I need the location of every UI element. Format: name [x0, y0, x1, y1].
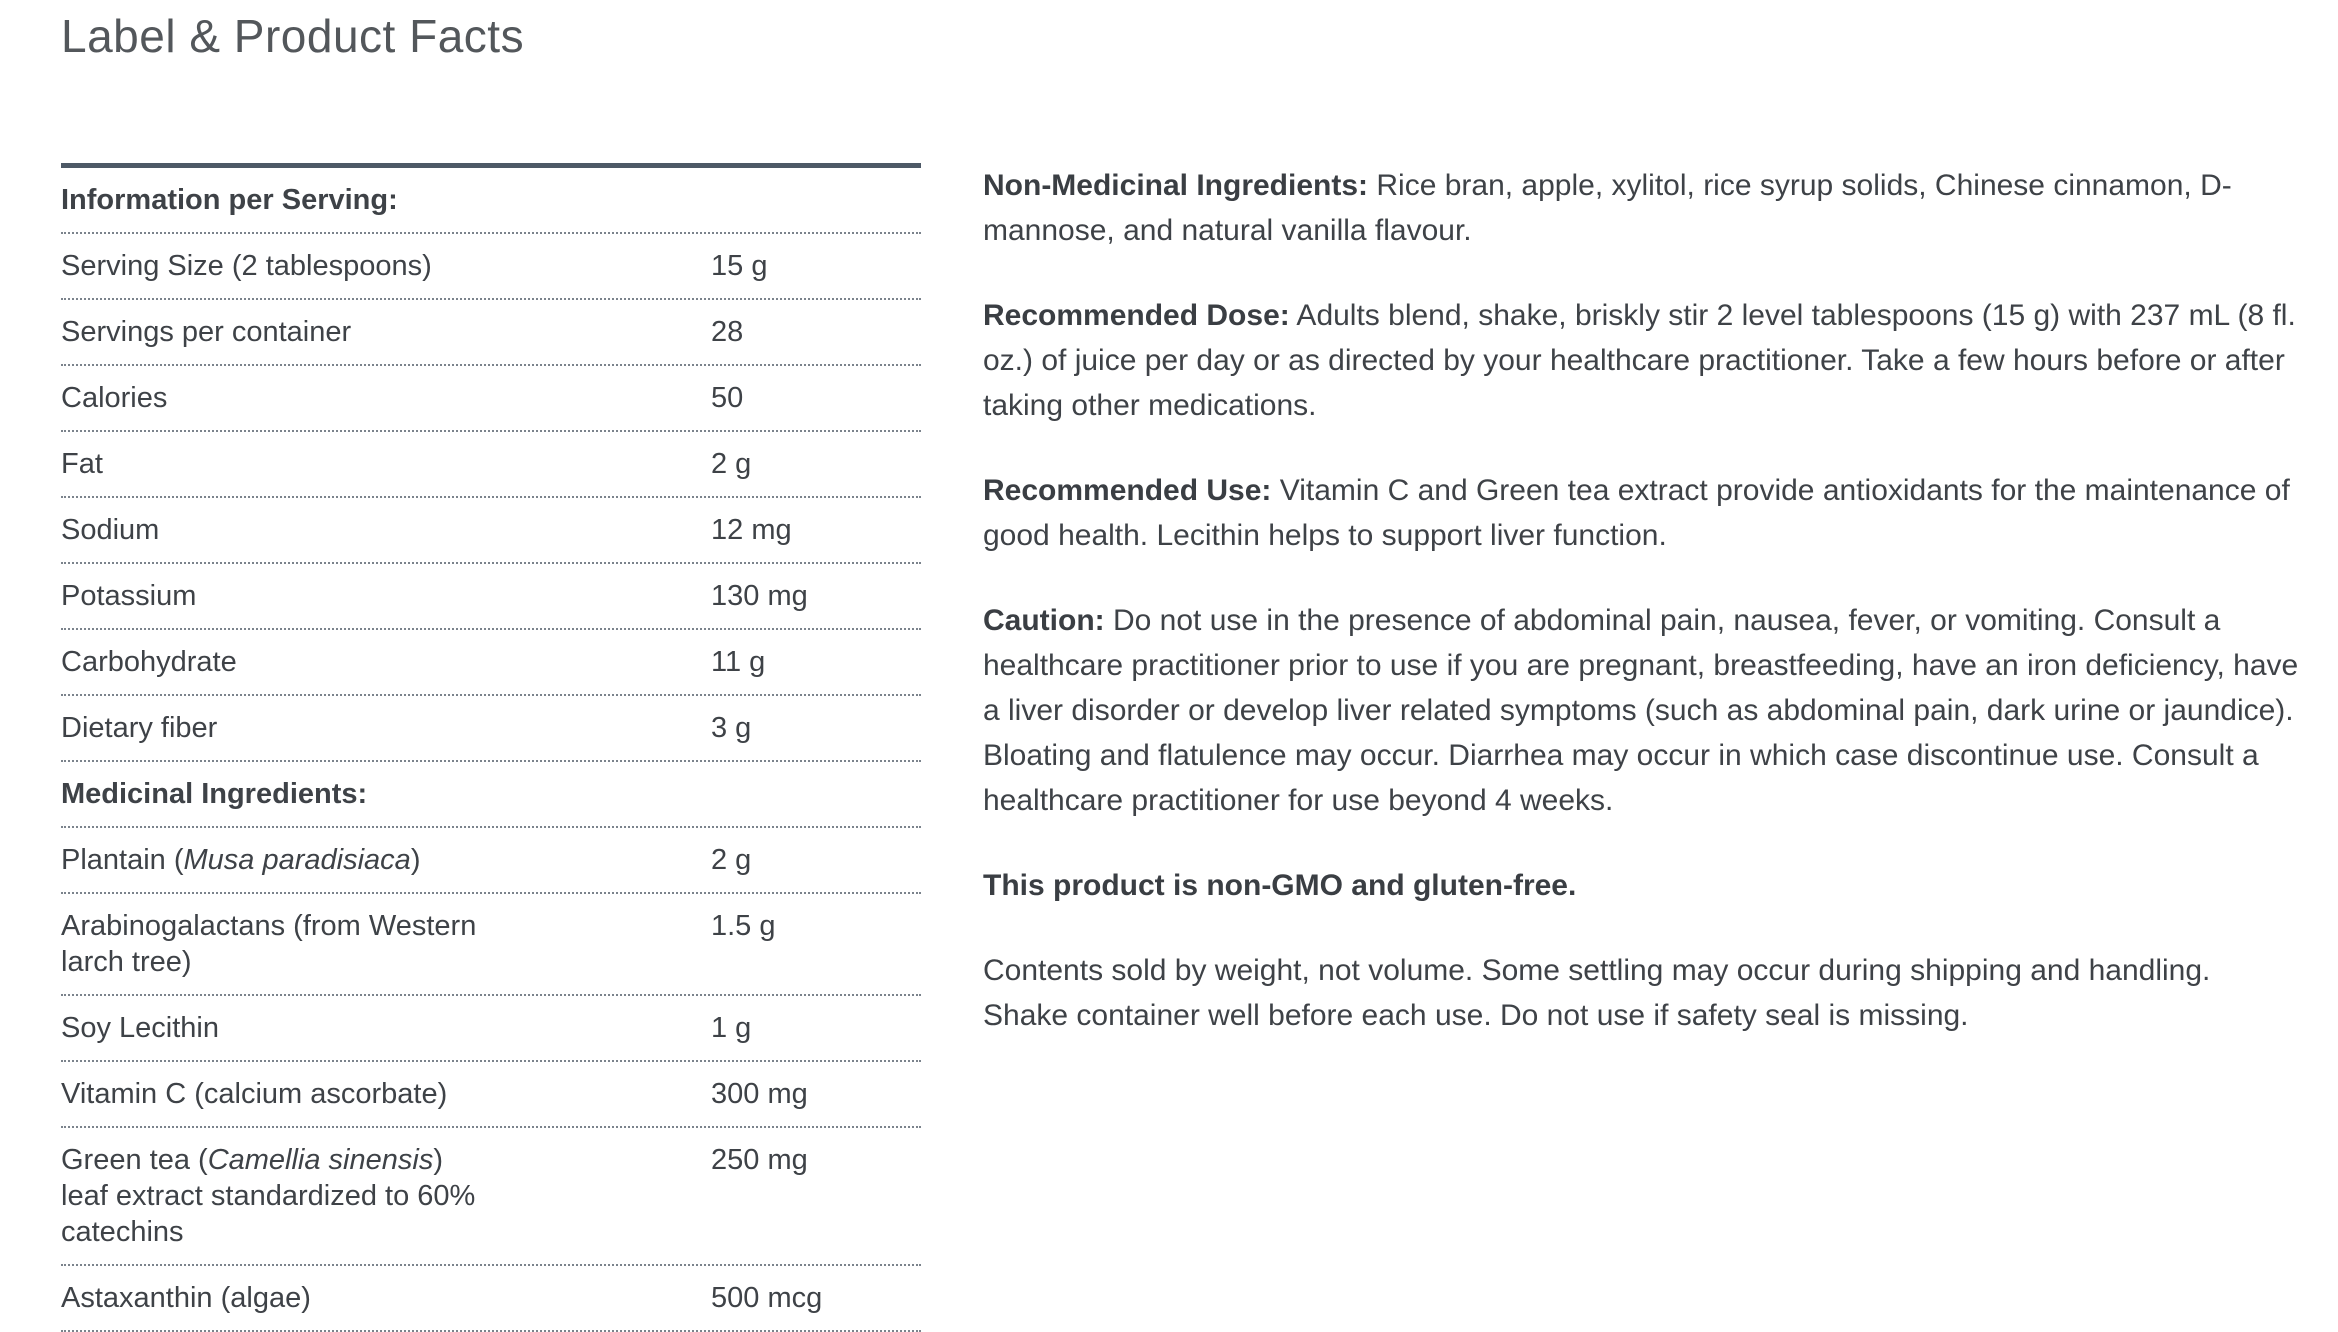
- table-row: Soy Lecithin 1 g: [61, 996, 921, 1062]
- table-row: Sodium 12 mg: [61, 498, 921, 564]
- table-row: Carbohydrate 11 g: [61, 630, 921, 696]
- row-name-text: Sodium: [61, 514, 160, 546]
- paragraph-label: Recommended Dose:: [983, 299, 1290, 332]
- section-header-label: Medicinal Ingredients:: [61, 778, 368, 810]
- paragraph: Recommended Dose: Adults blend, shake, b…: [983, 299, 2296, 422]
- row-name-text: Potassium: [61, 580, 197, 612]
- row-name-text: Arabinogalactans (from Western: [61, 910, 477, 942]
- row-name-text: Dietary fiber: [61, 712, 218, 744]
- row-name-text: leaf extract standardized to 60%: [61, 1180, 476, 1212]
- row-value: 250 mg: [711, 1144, 808, 1176]
- table-row: Fat 2 g: [61, 432, 921, 498]
- row-name: Carbohydrate: [61, 644, 711, 680]
- row-name: Soy Lecithin: [61, 1010, 711, 1046]
- row-name: Green tea (Camellia sinensis) leaf extrac…: [61, 1142, 711, 1250]
- row-name: Sodium: [61, 512, 711, 548]
- row-name-text: Soy Lecithin: [61, 1012, 219, 1044]
- table-section-header: Medicinal Ingredients:: [61, 762, 921, 828]
- row-name: Fat: [61, 446, 711, 482]
- row-value: 1 g: [711, 1012, 752, 1044]
- row-value: 1.5 g: [711, 910, 776, 942]
- row-value: 50: [711, 382, 744, 414]
- row-value: 3 g: [711, 712, 752, 744]
- table-row: Potassium 130 mg: [61, 564, 921, 630]
- row-name: Arabinogalactans (from Western larch tree…: [61, 908, 711, 980]
- row-name: Calories: [61, 380, 711, 416]
- paragraph: Recommended Use: Vitamin C and Green tea…: [983, 474, 2290, 552]
- paragraph: This product is non-GMO and gluten-free.: [983, 863, 2300, 908]
- row-name-text: Serving Size (2 tablespoons): [61, 250, 432, 282]
- row-name-text: Green tea (: [61, 1144, 208, 1176]
- row-name: Potassium: [61, 578, 711, 614]
- table-row: Astaxanthin (algae) 500 mcg: [61, 1266, 921, 1332]
- row-name-text: Carbohydrate: [61, 646, 237, 678]
- paragraph: Non-Medicinal Ingredients: Rice bran, ap…: [983, 169, 2232, 247]
- row-value: 2 g: [711, 844, 752, 876]
- row-name-text: Fat: [61, 448, 103, 480]
- row-name-text: larch tree): [61, 946, 192, 978]
- row-value: 130 mg: [711, 580, 808, 612]
- paragraph-label: Non-Medicinal Ingredients:: [983, 169, 1369, 202]
- row-name: Plantain (Musa paradisiaca): [61, 842, 711, 878]
- table-row: Plantain (Musa paradisiaca) 2 g: [61, 828, 921, 894]
- paragraph-label: Caution:: [983, 604, 1105, 637]
- content-columns: Information per Serving: Serving Size (2 …: [61, 163, 2300, 1332]
- table-row: Calories 50: [61, 366, 921, 432]
- page-title: Label & Product Facts: [61, 10, 525, 62]
- row-name-latin: Musa paradisiaca: [183, 844, 411, 876]
- row-name-text: ): [433, 1144, 444, 1176]
- section-header-label: Information per Serving:: [61, 184, 398, 216]
- paragraph-label: This product is non-GMO and gluten-free.: [983, 869, 1577, 902]
- row-value: 300 mg: [711, 1078, 808, 1110]
- details-column: Non-Medicinal Ingredients: Rice bran, ap…: [983, 163, 2300, 1078]
- table-row: Vitamin C (calcium ascorbate) 300 mg: [61, 1062, 921, 1128]
- row-name-text: ): [410, 844, 421, 876]
- row-name: Dietary fiber: [61, 710, 711, 746]
- row-name: Serving Size (2 tablespoons): [61, 248, 711, 284]
- row-name-text: Calories: [61, 382, 168, 414]
- facts-table: Information per Serving: Serving Size (2 …: [61, 163, 921, 1332]
- row-name-text: catechins: [61, 1216, 184, 1248]
- row-name: Servings per container: [61, 314, 711, 350]
- paragraph: Caution: Do not use in the presence of a…: [983, 604, 2299, 817]
- table-row: Green tea (Camellia sinensis) leaf extrac…: [61, 1128, 921, 1266]
- table-row: Servings per container 28: [61, 300, 921, 366]
- row-name-text: Astaxanthin (algae): [61, 1282, 311, 1314]
- row-value: 11 g: [711, 646, 766, 678]
- paragraph: Contents sold by weight, not volume. Som…: [983, 954, 2211, 1032]
- row-value: 12 mg: [711, 514, 792, 546]
- row-name-latin: Camellia sinensis: [207, 1144, 434, 1176]
- row-value: 15 g: [711, 250, 768, 282]
- table-row: Arabinogalactans (from Western larch tree…: [61, 894, 921, 996]
- row-value: 28: [711, 316, 744, 348]
- row-value: 2 g: [711, 448, 752, 480]
- row-name-text: Plantain (: [61, 844, 184, 876]
- table-section-header: Information per Serving:: [61, 168, 921, 234]
- paragraph-label: Recommended Use:: [983, 474, 1272, 507]
- row-name-text: Vitamin C (calcium ascorbate): [61, 1078, 448, 1110]
- row-name-text: Servings per container: [61, 316, 352, 348]
- row-name: Vitamin C (calcium ascorbate): [61, 1076, 711, 1112]
- row-value: 500 mcg: [711, 1282, 823, 1314]
- table-row: Dietary fiber 3 g: [61, 696, 921, 762]
- row-name: Astaxanthin (algae): [61, 1280, 711, 1316]
- table-row: Serving Size (2 tablespoons) 15 g: [61, 234, 921, 300]
